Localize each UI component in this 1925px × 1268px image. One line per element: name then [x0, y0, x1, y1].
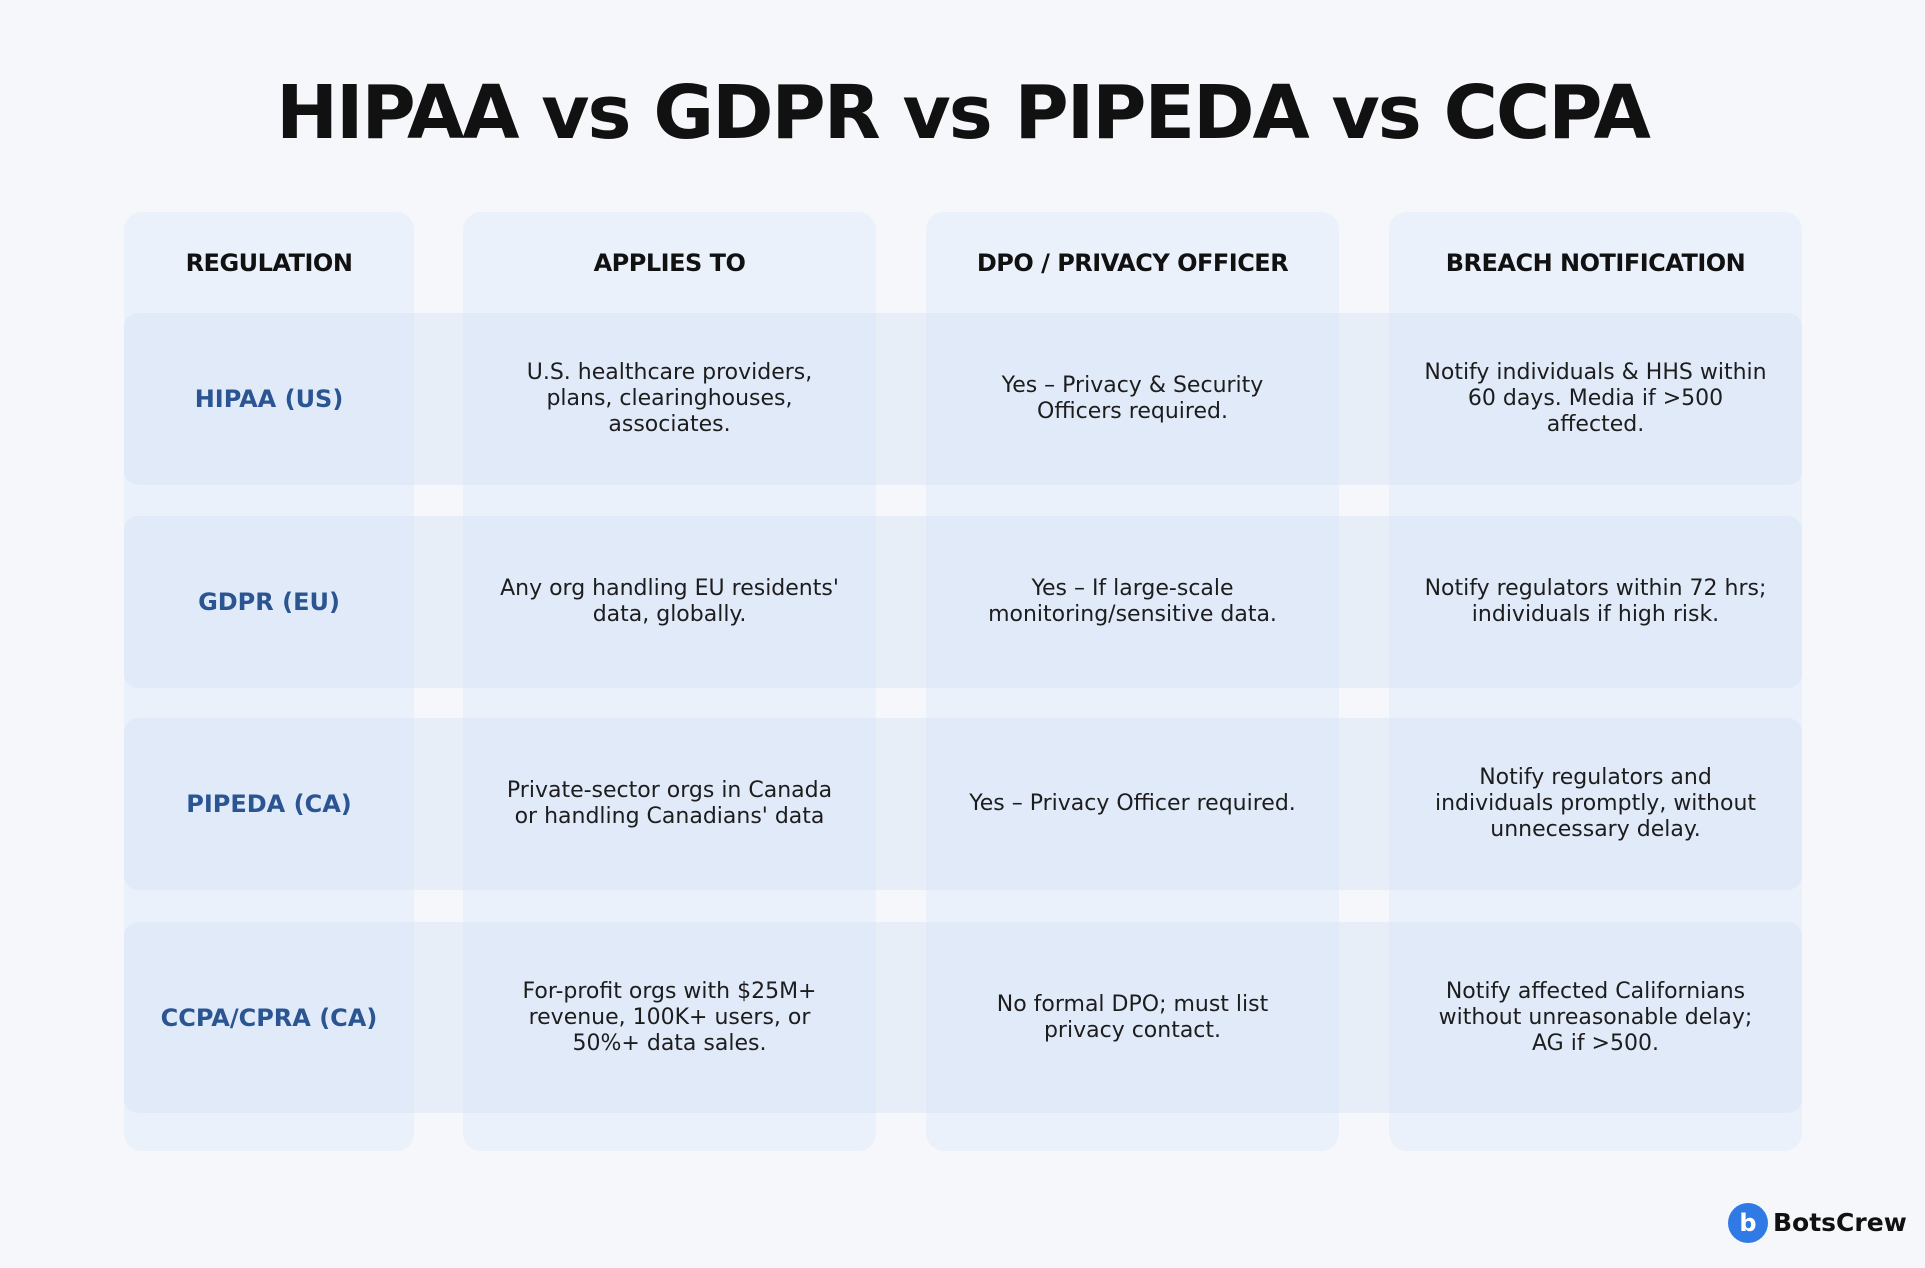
table-cell: Notify individuals & HHS within 60 days.… [1424, 360, 1767, 437]
table-cell: Yes – If large-scale monitoring/sensitiv… [988, 576, 1277, 627]
table-cell: Notify regulators within 72 hrs; individ… [1424, 576, 1767, 627]
table-cell: Yes – Privacy & Security Officers requir… [1001, 373, 1264, 424]
row-bg [124, 922, 1802, 1113]
table-cell: Notify regulators and individuals prompt… [1434, 765, 1757, 842]
column-header: DPO / PRIVACY OFFICER [976, 248, 1289, 277]
column-header: BREACH NOTIFICATION [1445, 248, 1746, 277]
regulation-name: CCPA/CPRA (CA) [160, 1003, 378, 1032]
column-bg [463, 212, 876, 1151]
column-bg [1389, 212, 1802, 1151]
column-header: REGULATION [185, 248, 353, 277]
title: HIPAA vs GDPR vs PIPEDA vs CCPA [276, 70, 1651, 156]
row-bg [124, 718, 1802, 890]
logo: BotsCrew [1773, 1208, 1907, 1237]
table-cell: No formal DPO; must list privacy contact… [996, 991, 1269, 1043]
regulation-name: GDPR (EU) [198, 588, 340, 616]
regulation-name: HIPAA (US) [194, 385, 344, 413]
logo-icon: b [1728, 1203, 1768, 1243]
table-cell: U.S. healthcare providers, plans, cleari… [526, 360, 813, 437]
table-cell: Yes – Privacy Officer required. [969, 791, 1296, 816]
table-cell: For-profit orgs with $25M+ revenue, 100K… [522, 978, 817, 1056]
table-cell: Any org handling EU residents' data, glo… [500, 576, 839, 627]
row-bg [124, 313, 1802, 485]
row-bg [124, 516, 1802, 688]
table-cell: Private-sector orgs in Canada or handlin… [506, 778, 833, 829]
table-cell: Notify affected Californians without unr… [1438, 978, 1753, 1056]
regulation-name: PIPEDA (CA) [186, 790, 352, 818]
column-header: APPLIES TO [593, 248, 746, 277]
column-bg [926, 212, 1339, 1151]
column-bg [124, 212, 414, 1151]
